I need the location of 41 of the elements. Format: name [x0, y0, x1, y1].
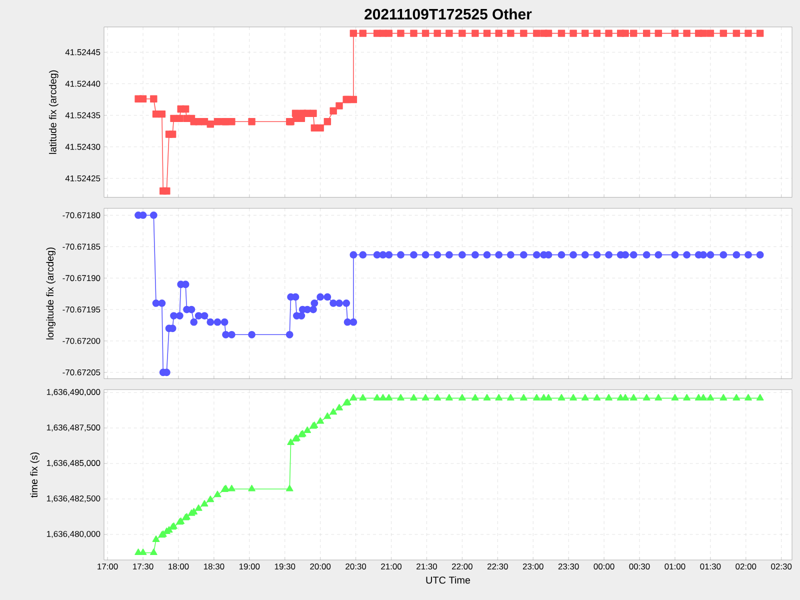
y-tick-label: -70.67190 — [62, 275, 100, 282]
y-tick-label: 1,636,480,000 — [46, 530, 100, 538]
y-tick-label: 41.52425 — [65, 175, 100, 182]
x-tick-label: 00:30 — [629, 564, 650, 570]
x-tick-label: 01:00 — [664, 564, 686, 570]
x-tick-label: 22:00 — [452, 564, 472, 570]
x-tick-label: 23:30 — [558, 564, 579, 570]
x-tick-label: 00:00 — [594, 564, 614, 570]
x-tick-label: 01:30 — [700, 564, 721, 570]
y-tick-label: 1,636,482,500 — [46, 495, 100, 502]
chart-title: 20211109T172525 Other — [364, 8, 532, 20]
x-tick-label: 22:30 — [487, 564, 508, 570]
y-axis-title: time fix (s) — [30, 452, 40, 498]
y-tick-label: -70.67205 — [62, 369, 100, 376]
y-tick-label: 1,636,485,000 — [46, 460, 100, 467]
y-tick-label: 41.52445 — [65, 49, 100, 56]
x-tick-label: 18:00 — [168, 564, 189, 570]
x-tick-label: 02:00 — [736, 564, 756, 570]
x-tick-label: 21:30 — [416, 564, 437, 570]
x-tick-label: 18:30 — [204, 564, 224, 570]
x-tick-label: 23:00 — [522, 564, 544, 570]
y-tick-label: 41.52440 — [65, 80, 100, 87]
x-tick-label: 21:00 — [381, 564, 402, 570]
y-axis-title: latitude fix (arcdeg) — [49, 70, 58, 154]
x-tick-label: 20:30 — [346, 564, 366, 570]
y-tick-label: 41.52435 — [65, 112, 100, 118]
x-axis-title: UTC Time — [426, 576, 470, 584]
x-tick-label: 19:00 — [239, 564, 260, 570]
y-axis-title: longitude fix (arcdeg) — [46, 248, 56, 340]
y-tick-label: -70.67200 — [62, 338, 100, 344]
x-tick-label: 19:30 — [274, 564, 296, 570]
x-tick-label: 17:00 — [98, 564, 118, 570]
x-tick-label: 20:00 — [310, 564, 331, 570]
x-tick-label: 17:30 — [133, 564, 154, 570]
y-tick-label: 41.52430 — [65, 144, 100, 150]
y-tick-label: -70.67180 — [62, 212, 100, 218]
y-tick-label: -70.67185 — [62, 244, 100, 250]
y-tick-label: 1,636,487,500 — [46, 424, 100, 432]
y-tick-label: -70.67195 — [62, 306, 100, 313]
y-tick-label: 1,636,490,000 — [46, 389, 100, 396]
x-tick-label: 02:30 — [771, 564, 792, 570]
